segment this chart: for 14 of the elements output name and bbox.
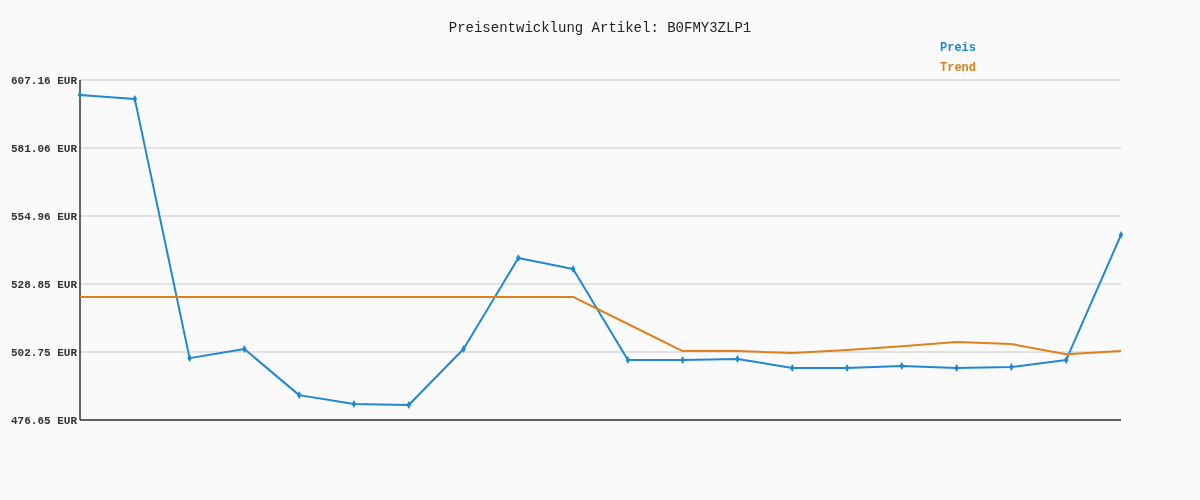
y-tick-label: 607.16 EUR xyxy=(10,74,78,87)
y-tick-label: 554.96 EUR xyxy=(10,210,78,223)
text: Trend xyxy=(940,61,977,75)
point xyxy=(789,364,795,372)
point xyxy=(1063,356,1069,364)
point xyxy=(406,401,412,409)
y-tick-label: 502.75 EUR xyxy=(10,346,78,359)
y-tick-label: 476.65 EUR xyxy=(10,414,78,427)
point xyxy=(625,356,631,364)
chart-title: Preisentwicklung Artikel: B0FMY3ZLP1 xyxy=(448,20,752,36)
y-tick-label: 581.06 EUR xyxy=(10,142,78,155)
point xyxy=(570,265,576,273)
y-tick-label: 528.85 EUR xyxy=(10,278,78,291)
text: Preis xyxy=(940,41,977,55)
